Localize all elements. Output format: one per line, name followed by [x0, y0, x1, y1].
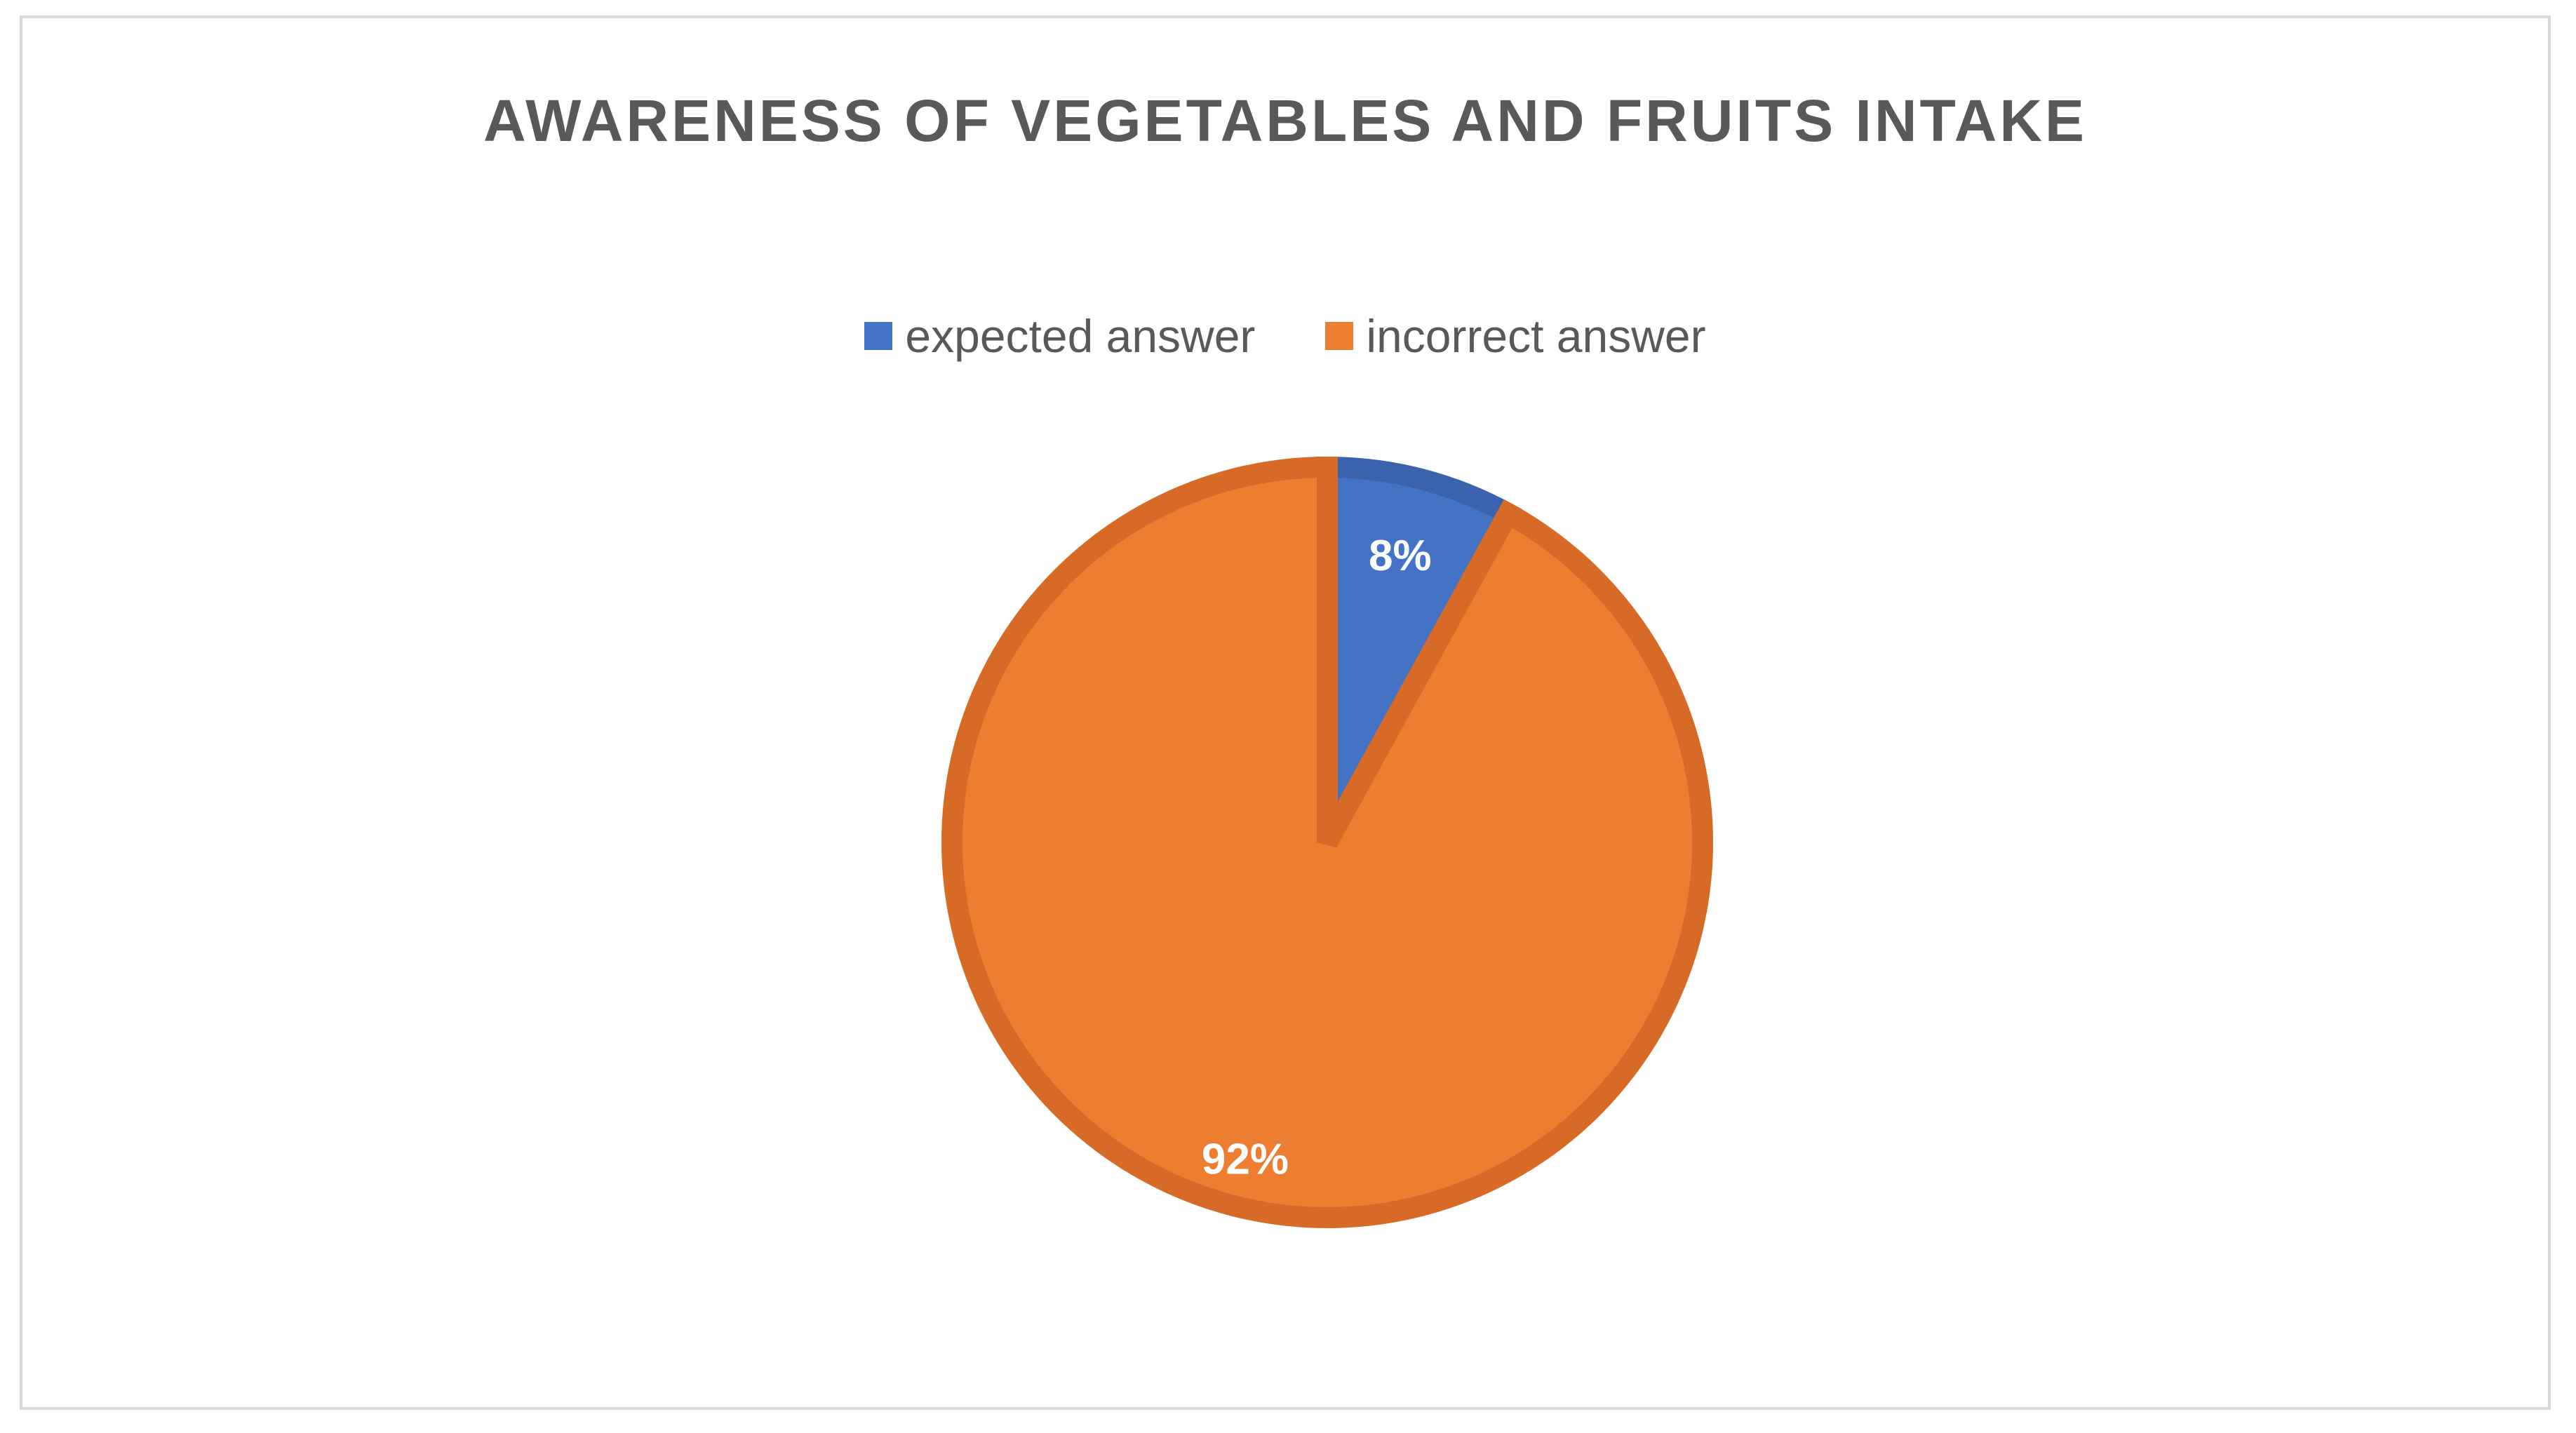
pie-group: 8% 92% [941, 456, 1713, 1228]
data-label-expected-answer: 8% [1369, 532, 1432, 580]
legend-label-incorrect-answer: incorrect answer [1366, 310, 1706, 362]
legend-label-expected-answer: expected answer [905, 310, 1256, 362]
legend-swatch-expected-answer [864, 322, 893, 350]
chart-title: AWARENESS OF VEGETABLES AND FRUITS INTAK… [483, 88, 2087, 154]
pie-chart: 8% 92% [941, 456, 1713, 1228]
legend-item-incorrect-answer: incorrect answer [1325, 309, 1706, 363]
legend-item-expected-answer: expected answer [864, 309, 1255, 363]
data-label-incorrect-answer: 92% [1202, 1135, 1289, 1183]
legend: expected answer incorrect answer [22, 309, 2548, 363]
chart-frame: AWARENESS OF VEGETABLES AND FRUITS INTAK… [20, 15, 2551, 1410]
legend-swatch-incorrect-answer [1325, 322, 1354, 350]
pie-slice-incorrect-answer [941, 456, 1713, 1228]
